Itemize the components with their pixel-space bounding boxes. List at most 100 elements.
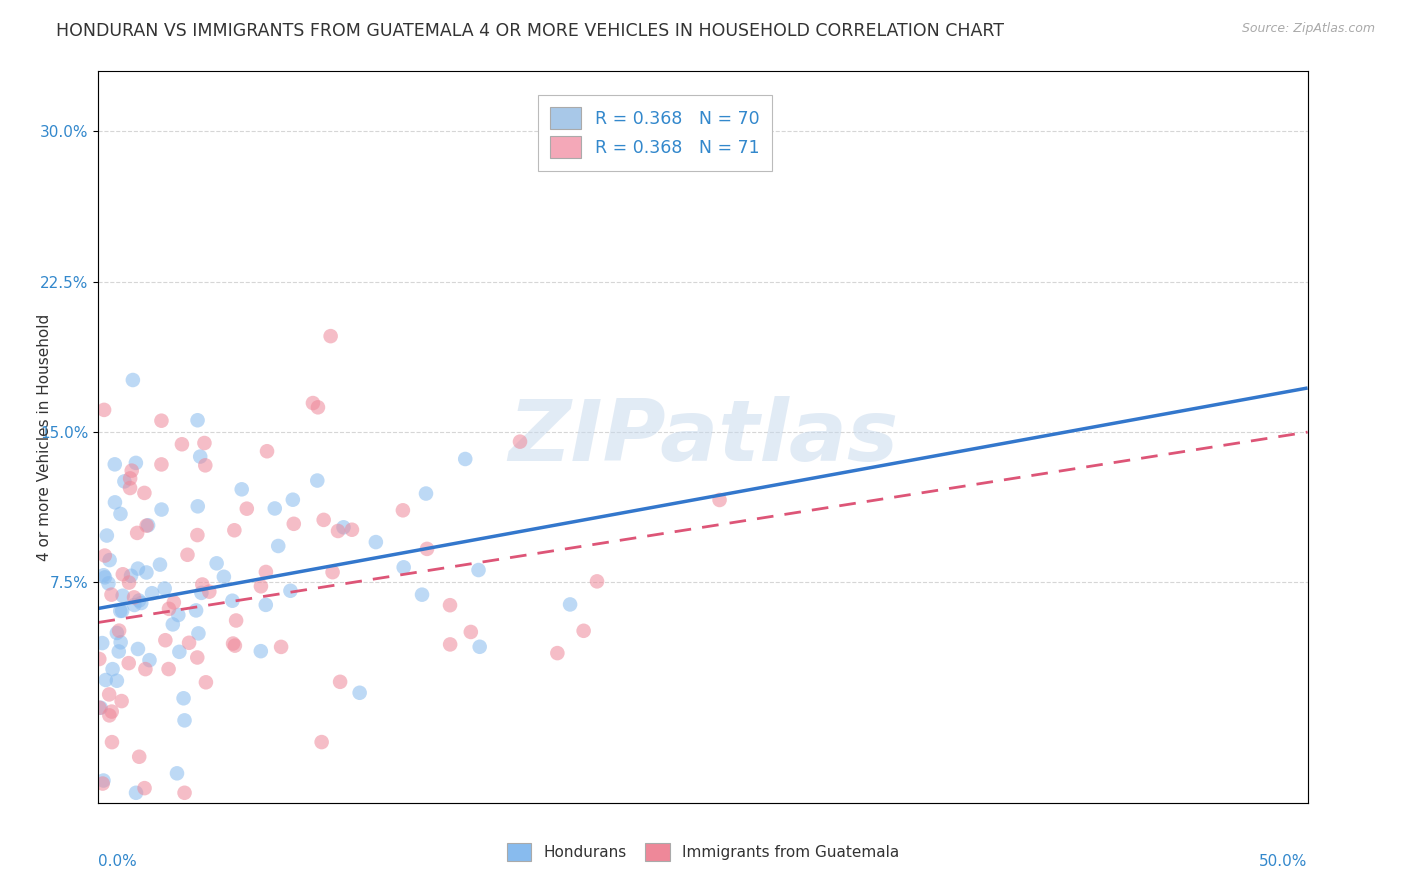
Point <box>134 486 156 500</box>
Point <box>411 588 433 602</box>
Point <box>149 558 172 572</box>
Point <box>134 781 156 796</box>
Point <box>190 586 212 600</box>
Point <box>125 786 148 800</box>
Point <box>558 598 581 612</box>
Point <box>186 528 208 542</box>
Point <box>263 501 285 516</box>
Point <box>98 553 121 567</box>
Point <box>127 561 149 575</box>
Point <box>468 640 491 654</box>
Point <box>184 603 207 617</box>
Point <box>322 565 344 579</box>
Text: HONDURAN VS IMMIGRANTS FROM GUATEMALA 4 OR MORE VEHICLES IN HOUSEHOLD CORRELATIO: HONDURAN VS IMMIGRANTS FROM GUATEMALA 4 … <box>56 22 1004 40</box>
Point <box>91 636 114 650</box>
Point <box>124 598 146 612</box>
Point <box>104 495 127 509</box>
Point <box>572 624 595 638</box>
Point <box>280 583 302 598</box>
Point <box>509 434 531 449</box>
Point <box>121 464 143 478</box>
Point <box>94 673 117 687</box>
Point <box>283 516 305 531</box>
Point <box>224 523 246 537</box>
Text: ZIPatlas: ZIPatlas <box>508 395 898 479</box>
Point <box>349 686 371 700</box>
Point <box>162 617 184 632</box>
Point <box>191 577 214 591</box>
Point <box>135 518 157 533</box>
Point <box>205 557 228 571</box>
Point <box>392 560 415 574</box>
Legend: Hondurans, Immigrants from Guatemala: Hondurans, Immigrants from Guatemala <box>499 836 907 868</box>
Point <box>98 708 121 723</box>
Point <box>193 436 215 450</box>
Point <box>94 549 117 563</box>
Point <box>90 700 112 714</box>
Point <box>127 642 149 657</box>
Point <box>163 595 186 609</box>
Point <box>110 694 132 708</box>
Point <box>329 674 352 689</box>
Point <box>120 481 142 495</box>
Point <box>256 444 278 458</box>
Point <box>586 574 609 589</box>
Point <box>302 396 325 410</box>
Point <box>108 624 131 638</box>
Point <box>173 714 195 728</box>
Point <box>311 735 333 749</box>
Point <box>546 646 568 660</box>
Point <box>129 596 152 610</box>
Point <box>93 773 115 788</box>
Point <box>138 653 160 667</box>
Point <box>120 568 142 582</box>
Text: Source: ZipAtlas.com: Source: ZipAtlas.com <box>1241 22 1375 36</box>
Point <box>141 586 163 600</box>
Point <box>281 492 304 507</box>
Point <box>128 593 150 607</box>
Point <box>104 458 127 472</box>
Point <box>101 735 124 749</box>
Point <box>236 501 259 516</box>
Point <box>93 568 115 582</box>
Point <box>319 329 342 343</box>
Point <box>94 570 117 584</box>
Point <box>167 607 190 622</box>
Point <box>122 591 145 605</box>
Point <box>254 565 277 579</box>
Point <box>173 786 195 800</box>
Point <box>98 687 121 701</box>
Point <box>110 635 132 649</box>
Point <box>101 662 124 676</box>
Point <box>439 598 461 612</box>
Point <box>100 705 122 719</box>
Point <box>439 637 461 651</box>
Point <box>392 503 415 517</box>
Point <box>187 626 209 640</box>
Point <box>89 700 111 714</box>
Point <box>127 525 149 540</box>
Point <box>157 662 180 676</box>
Point <box>150 458 173 472</box>
Text: 0.0%: 0.0% <box>98 854 138 869</box>
Point <box>177 636 200 650</box>
Text: 4 or more Vehicles in Household: 4 or more Vehicles in Household <box>37 313 52 561</box>
Point <box>107 644 129 658</box>
Point <box>169 645 191 659</box>
Point <box>136 518 159 533</box>
Point <box>221 593 243 607</box>
Point <box>111 604 134 618</box>
Point <box>250 579 273 593</box>
Point <box>307 401 329 415</box>
Point <box>467 563 489 577</box>
Point <box>416 541 439 556</box>
Point <box>128 749 150 764</box>
Point <box>105 626 128 640</box>
Point <box>96 528 118 542</box>
Point <box>212 570 235 584</box>
Point <box>231 483 253 497</box>
Point <box>332 520 354 534</box>
Point <box>173 691 195 706</box>
Point <box>224 639 246 653</box>
Point <box>91 776 114 790</box>
